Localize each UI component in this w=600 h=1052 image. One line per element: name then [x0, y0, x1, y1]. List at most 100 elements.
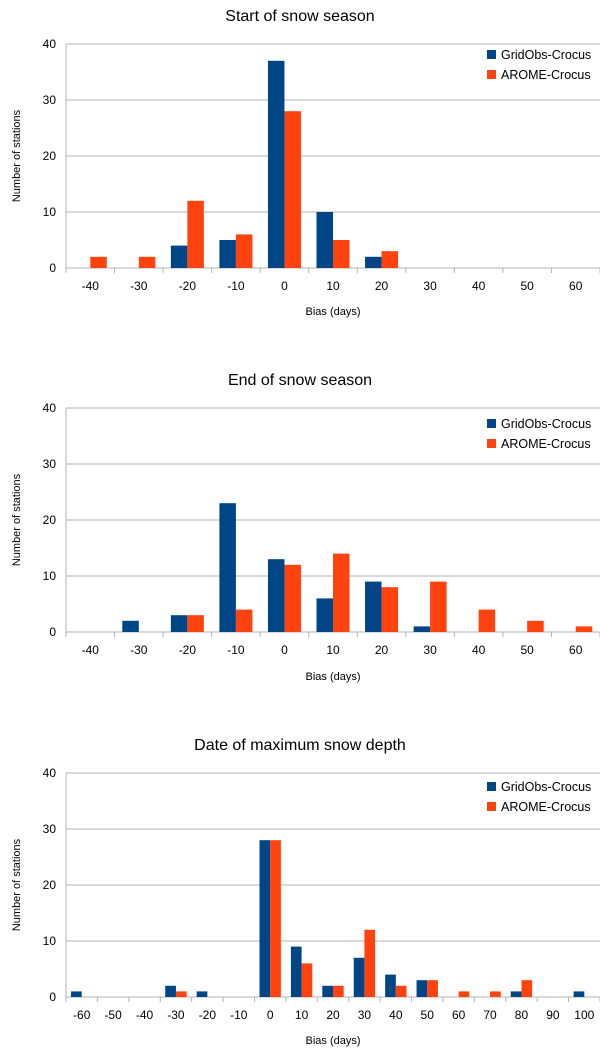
x-tick-label: -30: [130, 643, 148, 657]
x-tick-label: 90: [546, 1008, 560, 1022]
y-tick-label: 40: [43, 401, 57, 415]
legend-label: GridObs-Crocus: [501, 780, 591, 794]
y-tick-label: 30: [43, 457, 57, 471]
x-tick-label: 30: [358, 1008, 372, 1022]
x-tick-label: -60: [73, 1008, 91, 1022]
y-tick-label: 10: [43, 934, 57, 948]
bar-gridobs: [573, 991, 585, 997]
x-tick-label: 100: [574, 1008, 594, 1022]
x-tick-label: 50: [521, 643, 535, 657]
bar-arome: [284, 111, 301, 268]
bar-arome: [427, 980, 438, 997]
x-axis-label: Bias (days): [305, 306, 360, 318]
bar-gridobs: [416, 980, 428, 997]
bar-gridobs: [165, 985, 176, 997]
legend-label: AROME-Crocus: [501, 437, 591, 451]
x-axis-label: Bias (days): [305, 671, 360, 683]
bar-arome: [527, 620, 544, 632]
x-tick-label: 10: [326, 279, 340, 293]
bar-gridobs: [290, 946, 302, 997]
x-tick-label: 0: [267, 1008, 274, 1022]
x-tick-label: -40: [82, 643, 100, 657]
legend-label: GridObs-Crocus: [501, 417, 591, 431]
legend-label: GridObs-Crocus: [501, 48, 591, 62]
bar-arome: [430, 581, 447, 632]
x-tick-label: 20: [375, 643, 389, 657]
y-axis-label: Number of stations: [11, 838, 23, 931]
bar-arome: [575, 626, 593, 632]
bar-gridobs: [353, 957, 365, 997]
x-tick-label: 40: [389, 1008, 403, 1022]
bar-arome: [478, 609, 496, 632]
x-tick-label: -40: [136, 1008, 154, 1022]
legend-swatch: [487, 419, 496, 428]
bar-arome: [187, 200, 204, 268]
bar-arome: [333, 985, 344, 997]
x-tick-label: -20: [199, 1008, 217, 1022]
legend-swatch: [487, 782, 496, 791]
x-tick-label: 60: [569, 279, 583, 293]
x-tick-label: -20: [179, 279, 197, 293]
x-tick-label: -10: [230, 1008, 248, 1022]
bar-arome: [521, 980, 533, 997]
x-tick-label: -30: [130, 279, 148, 293]
x-tick-label: 50: [521, 279, 535, 293]
bar-gridobs: [510, 991, 522, 997]
x-tick-label: -30: [167, 1008, 185, 1022]
bar-arome: [381, 251, 399, 268]
y-tick-label: 0: [49, 261, 56, 275]
bar-gridobs: [385, 974, 396, 997]
x-tick-label: -20: [179, 643, 197, 657]
x-tick-label: 0: [281, 279, 288, 293]
bar-arome: [333, 240, 350, 268]
y-axis-label: Number of stations: [11, 109, 23, 202]
bar-arome: [333, 553, 350, 632]
x-tick-label: 30: [423, 279, 437, 293]
chart-title: End of snow season: [228, 372, 372, 389]
chart-2: End of snow season 0 10 20 30 40 -40 -30 -20 -10 0…: [11, 372, 600, 683]
x-tick-label: 60: [452, 1008, 466, 1022]
bar-arome: [284, 564, 301, 632]
bar-gridobs: [170, 615, 188, 632]
bar-arome: [364, 929, 376, 997]
legend-swatch: [487, 802, 496, 811]
y-tick-label: 20: [43, 878, 57, 892]
bar-arome: [235, 234, 253, 268]
legend-label: AROME-Crocus: [501, 800, 591, 814]
bar-arome: [187, 615, 204, 632]
x-tick-label: 30: [423, 643, 437, 657]
bar-gridobs: [267, 559, 285, 632]
bar-gridobs: [267, 60, 285, 268]
legend-swatch: [487, 50, 496, 59]
bar-arome: [90, 256, 107, 268]
legend-swatch: [487, 439, 496, 448]
x-tick-label: -40: [82, 279, 100, 293]
bar-gridobs: [170, 245, 188, 268]
bar-gridobs: [122, 620, 139, 632]
bar-gridobs: [196, 991, 208, 997]
x-tick-label: -10: [227, 643, 245, 657]
x-tick-label: 10: [326, 643, 340, 657]
bar-gridobs: [219, 503, 236, 632]
y-tick-label: 10: [43, 569, 57, 583]
bar-arome: [490, 991, 501, 997]
chart-title: Start of snow season: [225, 8, 374, 25]
bar-gridobs: [413, 626, 431, 632]
bar-gridobs: [365, 581, 382, 632]
y-tick-label: 0: [49, 625, 56, 639]
legend-swatch: [487, 70, 496, 79]
chart-3: Date of maximum snow depth 0 10 20 30 40 -60 -5…: [11, 737, 600, 1047]
x-tick-label: 50: [421, 1008, 435, 1022]
y-tick-label: 20: [43, 513, 57, 527]
bar-gridobs: [219, 240, 236, 268]
x-tick-label: -10: [227, 279, 245, 293]
chart-title: Date of maximum snow depth: [194, 737, 406, 754]
x-tick-label: 0: [281, 643, 288, 657]
bar-gridobs: [316, 598, 333, 632]
bar-gridobs: [365, 256, 382, 268]
bar-arome: [138, 256, 156, 268]
y-axis-label: Number of stations: [11, 473, 23, 566]
x-tick-label: 80: [515, 1008, 529, 1022]
y-tick-label: 0: [49, 990, 56, 1004]
y-tick-label: 40: [43, 37, 57, 51]
